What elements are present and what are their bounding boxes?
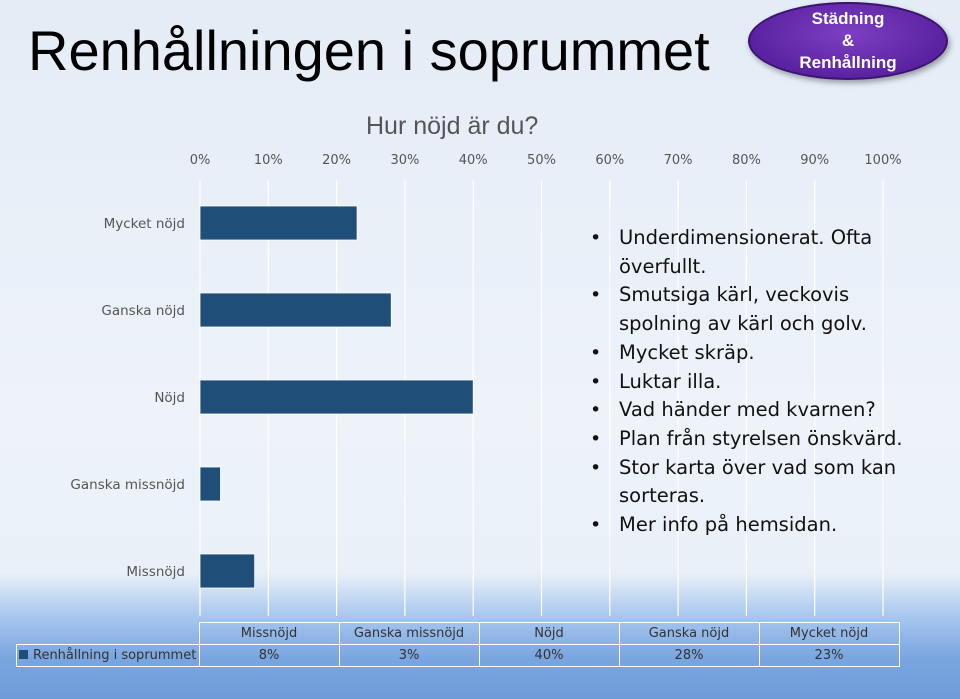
data-table-value-cell: 8% [198, 644, 340, 667]
x-tick-label: 80% [732, 153, 761, 168]
data-table-corner [16, 622, 200, 645]
badge-line-2: & [841, 31, 855, 50]
x-tick-label: 50% [527, 153, 556, 168]
legend-key-icon [19, 650, 28, 659]
x-tick-label: 30% [390, 153, 419, 168]
bar-chart: 0% 10% 20% 30% 40% 50% 60% 70% 80% 90% 100% Mycket … [70, 153, 902, 589]
data-table-value-cell: 23% [758, 644, 900, 667]
data-table-header-cell: Ganska nöjd [618, 622, 760, 645]
chart-title: Hur nöjd är du? [366, 112, 539, 140]
y-category-label: Ganska nöjd [101, 303, 185, 319]
row-label-text: Renhållning i soprummet [33, 648, 197, 663]
data-table-row: Renhållning i soprummet 8% 3% 40% 28% 23% [16, 644, 900, 667]
data-table-header-row: Missnöjd Ganska missnöjd Nöjd Ganska nöjd My… [16, 622, 900, 645]
bar [199, 379, 474, 415]
data-table-row-label: Renhållning i soprummet [16, 644, 200, 667]
comment-item: Luktar illa. [590, 368, 930, 397]
x-tick-label: 20% [322, 153, 351, 168]
x-tick-label: 100% [864, 153, 901, 168]
x-tick-label: 40% [459, 153, 488, 168]
x-tick-label: 90% [800, 153, 829, 168]
x-tick-label: 70% [664, 153, 693, 168]
data-table-header-cell: Missnöjd [198, 622, 340, 645]
bar [199, 292, 392, 328]
data-table-header-cell: Nöjd [478, 622, 620, 645]
comment-item: Vad händer med kvarnen? [590, 396, 930, 425]
bar [199, 553, 256, 589]
data-table-header-cell: Mycket nöjd [758, 622, 900, 645]
badge-stadning-renhallning: Städning & Renhållning [748, 2, 948, 80]
data-table: Missnöjd Ganska missnöjd Nöjd Ganska nöjd My… [16, 622, 900, 667]
y-category-label: Missnöjd [126, 564, 185, 580]
y-category-label: Mycket nöjd [104, 216, 185, 232]
comment-item: Mycket skräp. [590, 339, 930, 368]
x-tick-label: 60% [595, 153, 624, 168]
x-tick-label: 0% [190, 153, 211, 168]
slide-title: Renhållningen i soprummet [28, 19, 710, 82]
comment-item: Plan från styrelsen önskvärd. [590, 425, 930, 454]
comment-item: Underdimensionerat. Ofta överfullt. [590, 224, 930, 281]
data-table-header-cell: Ganska missnöjd [338, 622, 480, 645]
comments-list: Underdimensionerat. Ofta överfullt.Smuts… [590, 224, 930, 540]
x-tick-label: 10% [254, 153, 283, 168]
comment-item: Mer info på hemsidan. [590, 511, 930, 540]
badge-line-1: Städning [811, 9, 885, 28]
comment-item: Smutsiga kärl, veckovis spolning av kärl… [590, 281, 930, 338]
data-table-value-cell: 28% [618, 644, 760, 667]
data-table-value-cell: 40% [478, 644, 620, 667]
bar [199, 205, 358, 241]
y-category-label: Ganska missnöjd [70, 477, 185, 493]
y-category-label: Nöjd [154, 390, 185, 406]
comment-item: Stor karta över vad som kan sorteras. [590, 454, 930, 511]
data-table-value-cell: 3% [338, 644, 480, 667]
bar [199, 466, 221, 502]
badge-line-3: Renhållning [799, 53, 897, 72]
